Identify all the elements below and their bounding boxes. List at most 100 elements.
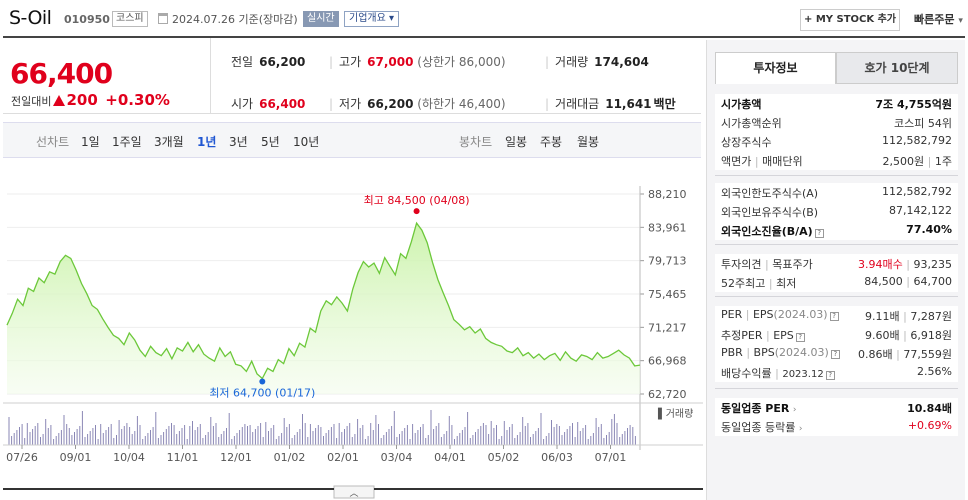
help-icon[interactable]: ? (830, 350, 840, 359)
chevron-down-icon: ▾ (958, 16, 963, 26)
volume-label: 거래량 (555, 55, 589, 69)
investment-info-panel: 투자정보 호가 10단계 시가총액 7조 4,755억원 시가총액순위 코스피 54… (706, 40, 965, 500)
x-tick-label: 10/04 (113, 451, 145, 464)
tab-5y[interactable]: 5년 (261, 135, 280, 149)
target-label: 목표주가 (772, 258, 813, 271)
info-row: 투자의견 | 목표주가 3.94매수 | 93,235 (721, 258, 953, 271)
w52-low-label: 최저 (776, 277, 797, 290)
low-label: 저가 (339, 97, 362, 111)
industry-per-label[interactable]: 동일업종 PER (721, 402, 790, 415)
info-row: PER | EPS(2024.03)? 9.11배 | 7,287원 (721, 308, 952, 323)
change-label: 전일대비 (11, 95, 52, 108)
foreign-limit-value: 112,582,792 (882, 185, 952, 198)
tab-weekly[interactable]: 주봉 (540, 135, 563, 149)
high-marker (413, 208, 420, 215)
tab-order-book[interactable]: 호가 10단계 (836, 52, 958, 84)
foreign-group: 외국인한도주식수(A) 112,582,792 외국인보유주식수(B) 87,142… (715, 183, 958, 240)
industry-change-label[interactable]: 동일업종 등락률 (721, 421, 796, 434)
y-tick-label: 66,968 (648, 355, 687, 368)
dividend-value: 2.56% (917, 365, 952, 378)
chevron-right-icon: › (798, 424, 803, 434)
help-icon[interactable]: ? (829, 312, 839, 321)
company-name: S-Oil (9, 7, 52, 29)
tab-1y[interactable]: 1년 (197, 135, 217, 149)
info-row: 외국인소진율(B/A)? 77.40% (715, 221, 958, 240)
info-row: 액면가 | 매매단위 2,500원 | 1주 (721, 155, 952, 168)
unit-value: 1주 (934, 155, 952, 168)
shares-value: 112,582,792 (882, 134, 952, 147)
chevron-right-icon: › (792, 405, 797, 415)
divider (715, 175, 958, 176)
amount-label: 거래대금 (555, 97, 600, 111)
foreign-hold-label: 외국인보유주식수(B) (721, 206, 819, 219)
valuation-group: PER | EPS(2024.03)? 9.11배 | 7,287원 추정PER … (715, 306, 958, 382)
price-chart[interactable]: 88,210 83,961 79,713 75,465 71,217 66,968 62,7… (3, 160, 703, 500)
foreign-ratio-label: 외국인소진율(B/A) (721, 225, 813, 238)
tab-monthly[interactable]: 월봉 (577, 135, 600, 149)
tab-10y[interactable]: 10년 (293, 135, 320, 149)
line-chart-title: 선차트 (36, 135, 70, 149)
shares-label: 상장주식수 (721, 136, 772, 149)
panel-tabs: 투자정보 호가 10단계 (715, 52, 958, 84)
info-row: 배당수익률 | 2023.12? 2.56% (721, 365, 952, 380)
realtime-button[interactable]: 실시간 (303, 11, 339, 27)
tab-3m[interactable]: 3개월 (154, 135, 184, 149)
volume-value: 174,604 (594, 55, 649, 69)
price-change: 전일대비 200 +0.30% (11, 91, 170, 109)
tab-1w[interactable]: 1주일 (112, 135, 142, 149)
help-icon[interactable]: ? (795, 333, 805, 342)
x-tick-label: 06/03 (541, 451, 573, 464)
info-row: PBR | BPS(2024.03)? 0.86배 | 77,559원 (721, 346, 952, 361)
x-tick-label: 07/26 (6, 451, 38, 464)
foreign-hold-value: 87,142,122 (889, 204, 952, 217)
foreign-limit-label: 외국인한도주식수(A) (721, 187, 819, 200)
eps-value: 7,287원 (910, 310, 952, 323)
market-badge: 코스피 (112, 11, 148, 27)
change-percent: +0.30% (105, 91, 170, 109)
current-price: 66,400 (10, 57, 113, 90)
quick-order-button[interactable]: 빠른주문 ▾ (914, 11, 963, 27)
low-value: 66,200 (367, 97, 414, 111)
open-value: 66,400 (259, 97, 306, 111)
x-tick-label: 11/01 (167, 451, 199, 464)
tab-1d[interactable]: 1일 (81, 135, 100, 149)
help-icon[interactable]: ? (825, 371, 835, 380)
w52-high-label: 52주최고 (721, 277, 766, 290)
divider (210, 38, 211, 114)
my-stock-add-button[interactable]: + MY STOCK 추가 (800, 9, 900, 31)
x-tick-label: 04/01 (434, 451, 466, 464)
per-label: PER (721, 308, 743, 321)
per-value: 9.11배 (865, 310, 900, 323)
volume: | 거래량 174,604 (545, 55, 649, 69)
price-area (7, 223, 640, 394)
info-row: 동일업종 PER › 10.84배 (715, 398, 958, 417)
chevron-up-icon: ︿ (349, 489, 358, 499)
trade-amount: | 거래대금 11,641 백만 (545, 97, 676, 111)
par-label: 액면가 (721, 155, 752, 168)
overview-label: 기업개요 (349, 13, 386, 24)
base-date: 2024.07.26 기준(장마감) (172, 13, 298, 26)
open-label: 시가 (231, 97, 254, 111)
x-tick-label: 07/01 (595, 451, 627, 464)
y-tick-label: 75,465 (648, 288, 687, 301)
divider (715, 296, 958, 297)
est-eps-value: 6,918원 (910, 329, 952, 342)
y-tick-label: 79,713 (648, 255, 687, 268)
company-overview-button[interactable]: 기업개요 ▾ (344, 11, 400, 27)
tab-investment-info[interactable]: 투자정보 (715, 52, 836, 84)
y-tick-label: 83,961 (648, 221, 687, 234)
low-price: | 저가 66,200 (하한가 46,400) (329, 97, 506, 111)
volume-legend: ▌거래량 (657, 407, 693, 420)
eps-label: EPS (752, 308, 774, 321)
x-tick-label: 03/04 (381, 451, 413, 464)
help-icon[interactable]: ? (814, 229, 824, 238)
par-value: 2,500원 (882, 155, 925, 168)
unit-label: 매매단위 (762, 155, 803, 168)
high-label: 최고 84,500 (04/08) (364, 194, 470, 207)
tab-daily[interactable]: 일봉 (505, 135, 528, 149)
target-value: 93,235 (913, 258, 953, 271)
tab-3y[interactable]: 3년 (229, 135, 248, 149)
x-tick-label: 05/02 (488, 451, 520, 464)
pbr-value: 0.86배 (858, 348, 893, 361)
info-row: 상장주식수 112,582,792 (715, 132, 958, 151)
